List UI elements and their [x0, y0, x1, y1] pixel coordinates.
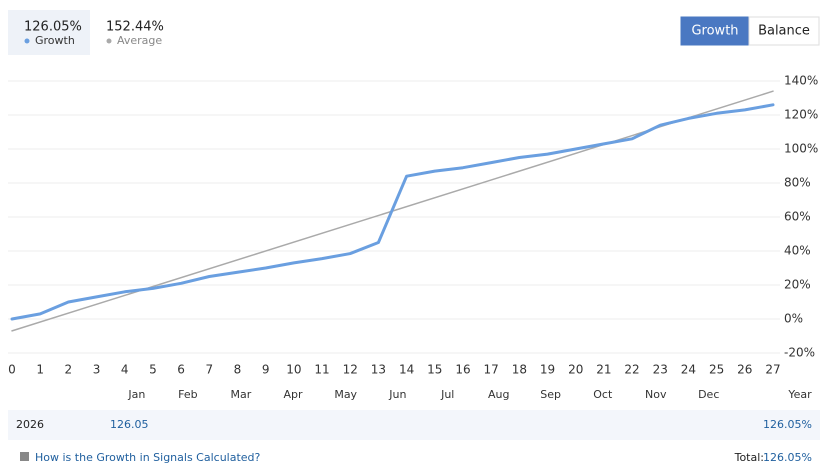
- summary-value: 126.05%: [24, 20, 82, 35]
- footer-total-value: 126.05%: [763, 451, 812, 464]
- y-tick-label: 140%: [784, 74, 818, 88]
- summary-name: Average: [117, 34, 162, 47]
- month-label: Sep: [540, 388, 561, 401]
- x-tick-label: 21: [596, 363, 611, 377]
- month-label: Jul: [440, 388, 454, 401]
- x-tick-label: 11: [314, 363, 329, 377]
- tab-button[interactable]: [748, 16, 820, 46]
- x-tick-label: 18: [512, 363, 527, 377]
- x-tick-label: 3: [93, 363, 101, 377]
- x-tick-label: 8: [234, 363, 242, 377]
- help-link[interactable]: How is the Growth in Signals Calculated?: [35, 451, 261, 464]
- x-tick-label: 20: [568, 363, 583, 377]
- x-axis-label: Year: [787, 388, 812, 401]
- table-value: 126.05: [110, 418, 149, 431]
- x-tick-label: 0: [8, 363, 16, 377]
- x-tick-label: 13: [371, 363, 386, 377]
- table-total: 126.05%: [763, 418, 812, 431]
- month-label: Dec: [698, 388, 719, 401]
- summary-name: Growth: [35, 34, 75, 47]
- footer-total-label: Total:: [734, 451, 764, 464]
- month-label: Jun: [388, 388, 406, 401]
- month-label: Jan: [127, 388, 145, 401]
- month-label: Mar: [230, 388, 251, 401]
- x-tick-label: 7: [205, 363, 213, 377]
- tab-button-label[interactable]: Balance: [758, 24, 810, 39]
- x-tick-label: 2: [65, 363, 73, 377]
- month-label: Feb: [178, 388, 197, 401]
- month-label: Apr: [283, 388, 303, 401]
- summary-value: 152.44%: [106, 20, 164, 35]
- x-tick-label: 27: [765, 363, 780, 377]
- tab-button[interactable]: [680, 16, 750, 46]
- y-tick-label: 120%: [784, 108, 818, 122]
- month-label: Aug: [488, 388, 509, 401]
- y-tick-label: 40%: [784, 244, 811, 258]
- summary-dot: [24, 38, 30, 44]
- x-tick-label: 23: [653, 363, 668, 377]
- table-row-bg: [8, 410, 820, 440]
- series-line: [10, 103, 775, 321]
- month-label: Nov: [645, 388, 667, 401]
- x-tick-label: 5: [149, 363, 157, 377]
- x-tick-label: 9: [262, 363, 270, 377]
- tab-button-label[interactable]: Growth: [691, 24, 738, 39]
- y-tick-label: 0%: [784, 312, 803, 326]
- x-tick-label: 17: [484, 363, 499, 377]
- x-tick-label: 10: [286, 363, 301, 377]
- x-tick-label: 15: [427, 363, 442, 377]
- summary-dot: [106, 38, 112, 44]
- month-label: May: [334, 388, 357, 401]
- x-tick-label: 19: [540, 363, 555, 377]
- help-icon: [20, 452, 29, 461]
- x-tick-label: 16: [455, 363, 470, 377]
- x-tick-label: 12: [343, 363, 358, 377]
- month-label: Oct: [593, 388, 613, 401]
- x-tick-label: 6: [177, 363, 185, 377]
- x-tick-label: 24: [681, 363, 696, 377]
- y-tick-label: 100%: [784, 142, 818, 156]
- x-tick-label: 1: [36, 363, 44, 377]
- x-tick-label: 22: [624, 363, 639, 377]
- x-tick-label: 14: [399, 363, 414, 377]
- summary-active-bg: [8, 10, 90, 55]
- x-tick-label: 25: [709, 363, 724, 377]
- table-year: 2026: [16, 418, 44, 431]
- y-tick-label: 60%: [784, 210, 811, 224]
- y-tick-label: -20%: [784, 346, 815, 360]
- x-tick-label: 4: [121, 363, 129, 377]
- y-tick-label: 80%: [784, 176, 811, 190]
- y-tick-label: 20%: [784, 278, 811, 292]
- x-tick-label: 26: [737, 363, 752, 377]
